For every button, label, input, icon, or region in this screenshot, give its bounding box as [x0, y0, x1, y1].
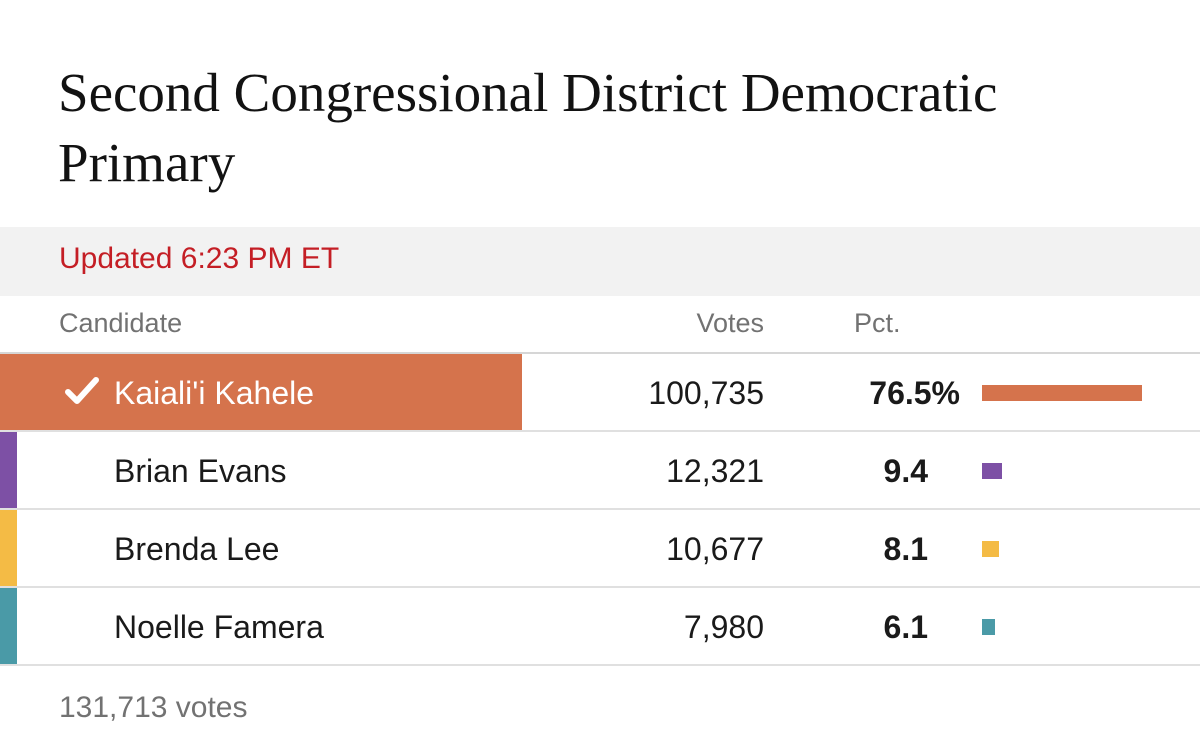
- header-divider: [0, 352, 1200, 354]
- pct-bar: [982, 463, 1002, 479]
- column-header-votes: Votes: [696, 308, 764, 338]
- page-title: Second Congressional District Democratic…: [58, 62, 998, 193]
- candidate-name: Noelle Famera: [114, 609, 324, 645]
- update-timestamp: Updated 6:23 PM ET: [59, 242, 340, 275]
- candidate-pct: 9.4: [883, 453, 928, 489]
- candidate-pct: 76.5%: [869, 375, 960, 411]
- row-divider: [0, 430, 1200, 432]
- pct-bar-track: [982, 385, 1187, 401]
- candidate-name: Brenda Lee: [114, 531, 280, 567]
- table-row: Kaiali'i Kahele 100,735 76.5%: [0, 354, 1200, 432]
- row-divider: [0, 508, 1200, 510]
- pct-bar-track: [982, 463, 1187, 479]
- pct-bar: [982, 619, 995, 635]
- row-divider: [0, 664, 1200, 666]
- pct-bar: [982, 541, 999, 557]
- column-header-candidate: Candidate: [59, 308, 183, 338]
- pct-bar: [982, 385, 1142, 401]
- results-table-header: Candidate Votes Pct.: [0, 296, 1200, 354]
- candidate-color-stripe: [0, 432, 17, 508]
- total-votes: 131,713 votes: [59, 691, 248, 724]
- candidate-name: Kaiali'i Kahele: [114, 375, 315, 411]
- table-row: Noelle Famera 7,980 6.1: [0, 588, 1200, 666]
- column-header-pct: Pct.: [854, 308, 901, 338]
- pct-bar-track: [982, 619, 1187, 635]
- candidate-color-stripe: [0, 510, 17, 586]
- candidate-pct: 8.1: [883, 531, 928, 567]
- candidate-name: Brian Evans: [114, 453, 287, 489]
- table-row: Brian Evans 12,321 9.4: [0, 432, 1200, 510]
- candidate-votes: 10,677: [666, 531, 764, 567]
- candidate-pct: 6.1: [883, 609, 928, 645]
- update-banner: [0, 227, 1200, 296]
- checkmark-icon: [65, 377, 99, 404]
- row-divider: [0, 586, 1200, 588]
- candidate-votes: 12,321: [666, 453, 764, 489]
- candidate-votes: 100,735: [648, 375, 764, 411]
- candidate-color-stripe: [0, 588, 17, 664]
- candidate-votes: 7,980: [683, 609, 764, 645]
- table-row: Brenda Lee 10,677 8.1: [0, 510, 1200, 588]
- pct-bar-track: [982, 541, 1187, 557]
